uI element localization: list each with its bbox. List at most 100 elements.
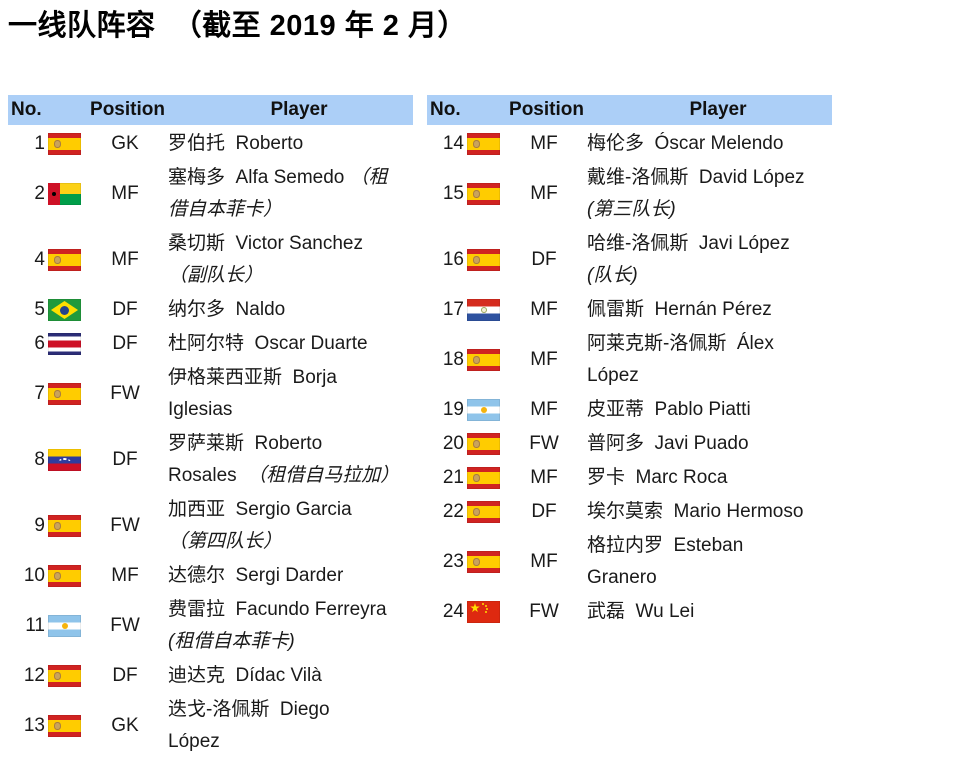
spain-flag-icon [48,565,81,587]
player-name-cell: 罗伯托 Roberto [168,128,413,160]
table-row: 10 MF 达德尔 Sergi Darder [8,559,413,593]
table-row: 8 DF 罗萨莱斯 Roberto Rosales （租借自马拉加） [8,427,413,493]
player-name-cell: 武磊 Wu Lei [587,596,832,628]
spain-flag-icon [48,715,81,737]
player-number: 6 [34,333,45,354]
player-name: 达德尔 Sergi Darder [168,565,344,586]
player-name: 罗卡 Marc Roca [587,467,728,488]
player-flag-cell [46,449,82,471]
player-number: 23 [442,551,464,572]
player-number: 21 [442,467,464,488]
spain-flag-icon [48,249,81,271]
player-note: (第三队长) [587,199,676,220]
table-row: 22 DF 埃尔莫索 Mario Hermoso [427,495,832,529]
argentina-flag-icon [467,399,500,421]
player-number: 9 [34,515,45,536]
table-row: 9 FW 加西亚 Sergio Garcia （第四队长） [8,493,413,559]
player-flag-cell [465,249,501,271]
player-position: MF [530,299,558,320]
column-header-no: No. [11,99,42,120]
table-body: 1 GK 罗伯托 Roberto 2 MF 塞梅多 Alfa Semedo （租 借自本菲… [8,127,413,759]
player-note: （租 借自本菲卡） [168,167,388,220]
squad-tables: No. Position Player 1 GK 罗伯托 Roberto 2 MF 塞梅多… [8,95,969,759]
table-row: 23 MF 格拉内罗 Esteban Granero [427,529,832,595]
player-name: 迪达克 Dídac Vilà [168,665,322,686]
player-position: MF [111,183,139,204]
player-position: FW [110,615,140,636]
player-name-cell: 塞梅多 Alfa Semedo （租 借自本菲卡） [168,162,413,226]
player-position: DF [112,449,138,470]
player-number: 15 [442,183,464,204]
table-row: 4 MF 桑切斯 Victor Sanchez （副队长） [8,227,413,293]
player-name-cell: 佩雷斯 Hernán Pérez [587,294,832,326]
player-number: 11 [25,615,45,636]
player-number: 12 [23,665,45,686]
column-header-player: Player [270,99,328,120]
player-name: 迭戈-洛佩斯 Diego López [168,699,330,752]
player-flag-cell [465,467,501,489]
player-name: 佩雷斯 Hernán Pérez [587,299,772,320]
table-row: 20 FW 普阿多 Javi Puado [427,427,832,461]
player-position: DF [531,501,557,522]
table-row: 6 DF 杜阿尔特 Oscar Duarte [8,327,413,361]
player-name: 普阿多 Javi Puado [587,433,749,454]
player-flag-cell [46,333,82,355]
player-note: (租借自本菲卡) [168,631,295,652]
player-name-cell: 梅伦多 Óscar Melendo [587,128,832,160]
player-position: GK [111,715,139,736]
paraguay-flag-icon [467,299,500,321]
player-flag-cell [46,183,82,205]
player-position: DF [112,333,138,354]
player-position: MF [530,467,558,488]
player-name: 塞梅多 Alfa Semedo [168,167,350,188]
player-name: 杜阿尔特 Oscar Duarte [168,333,368,354]
player-position: MF [530,399,558,420]
player-position: MF [530,183,558,204]
table-row: 21 MF 罗卡 Marc Roca [427,461,832,495]
player-name-cell: 伊格莱西亚斯 Borja Iglesias [168,362,413,426]
brazil-flag-icon [48,299,81,321]
table-row: 1 GK 罗伯托 Roberto [8,127,413,161]
player-flag-cell [46,299,82,321]
player-name-cell: 格拉内罗 Esteban Granero [587,530,832,594]
player-name-cell: 迪达克 Dídac Vilà [168,660,413,692]
player-number: 7 [34,383,45,404]
player-name: 纳尔多 Naldo [168,299,286,320]
spain-flag-icon [467,183,500,205]
player-position: MF [530,349,558,370]
player-flag-cell [46,515,82,537]
player-number: 14 [442,133,464,154]
table-row: 15 MF 戴维-洛佩斯 David López (第三队长) [427,161,832,227]
player-name: 戴维-洛佩斯 David López [587,167,805,188]
player-position: FW [529,601,559,622]
player-flag-cell [465,601,501,623]
squad-table-left: No. Position Player 1 GK 罗伯托 Roberto 2 MF 塞梅多… [8,95,413,759]
player-position: FW [110,515,140,536]
player-number: 22 [442,501,464,522]
player-position: DF [112,299,138,320]
player-number: 10 [23,565,45,586]
player-note: (队长) [587,265,638,286]
table-row: 13 GK 迭戈-洛佩斯 Diego López [8,693,413,759]
player-name-cell: 纳尔多 Naldo [168,294,413,326]
player-number: 18 [442,349,464,370]
player-number: 24 [442,601,464,622]
table-row: 2 MF 塞梅多 Alfa Semedo （租 借自本菲卡） [8,161,413,227]
table-row: 5 DF 纳尔多 Naldo [8,293,413,327]
spain-flag-icon [48,515,81,537]
player-flag-cell [46,383,82,405]
player-flag-cell [46,249,82,271]
spain-flag-icon [467,467,500,489]
player-note: （副队长） [168,265,264,286]
table-header: No. Position Player [8,95,413,125]
player-name-cell: 达德尔 Sergi Darder [168,560,413,592]
player-name-cell: 埃尔莫索 Mario Hermoso [587,496,832,528]
column-header-player: Player [689,99,747,120]
column-header-no: No. [430,99,461,120]
player-position: GK [111,133,139,154]
player-name-cell: 哈维-洛佩斯 Javi López (队长) [587,228,832,292]
player-position: DF [112,665,138,686]
player-name-cell: 迭戈-洛佩斯 Diego López [168,694,413,758]
player-number: 16 [442,249,464,270]
